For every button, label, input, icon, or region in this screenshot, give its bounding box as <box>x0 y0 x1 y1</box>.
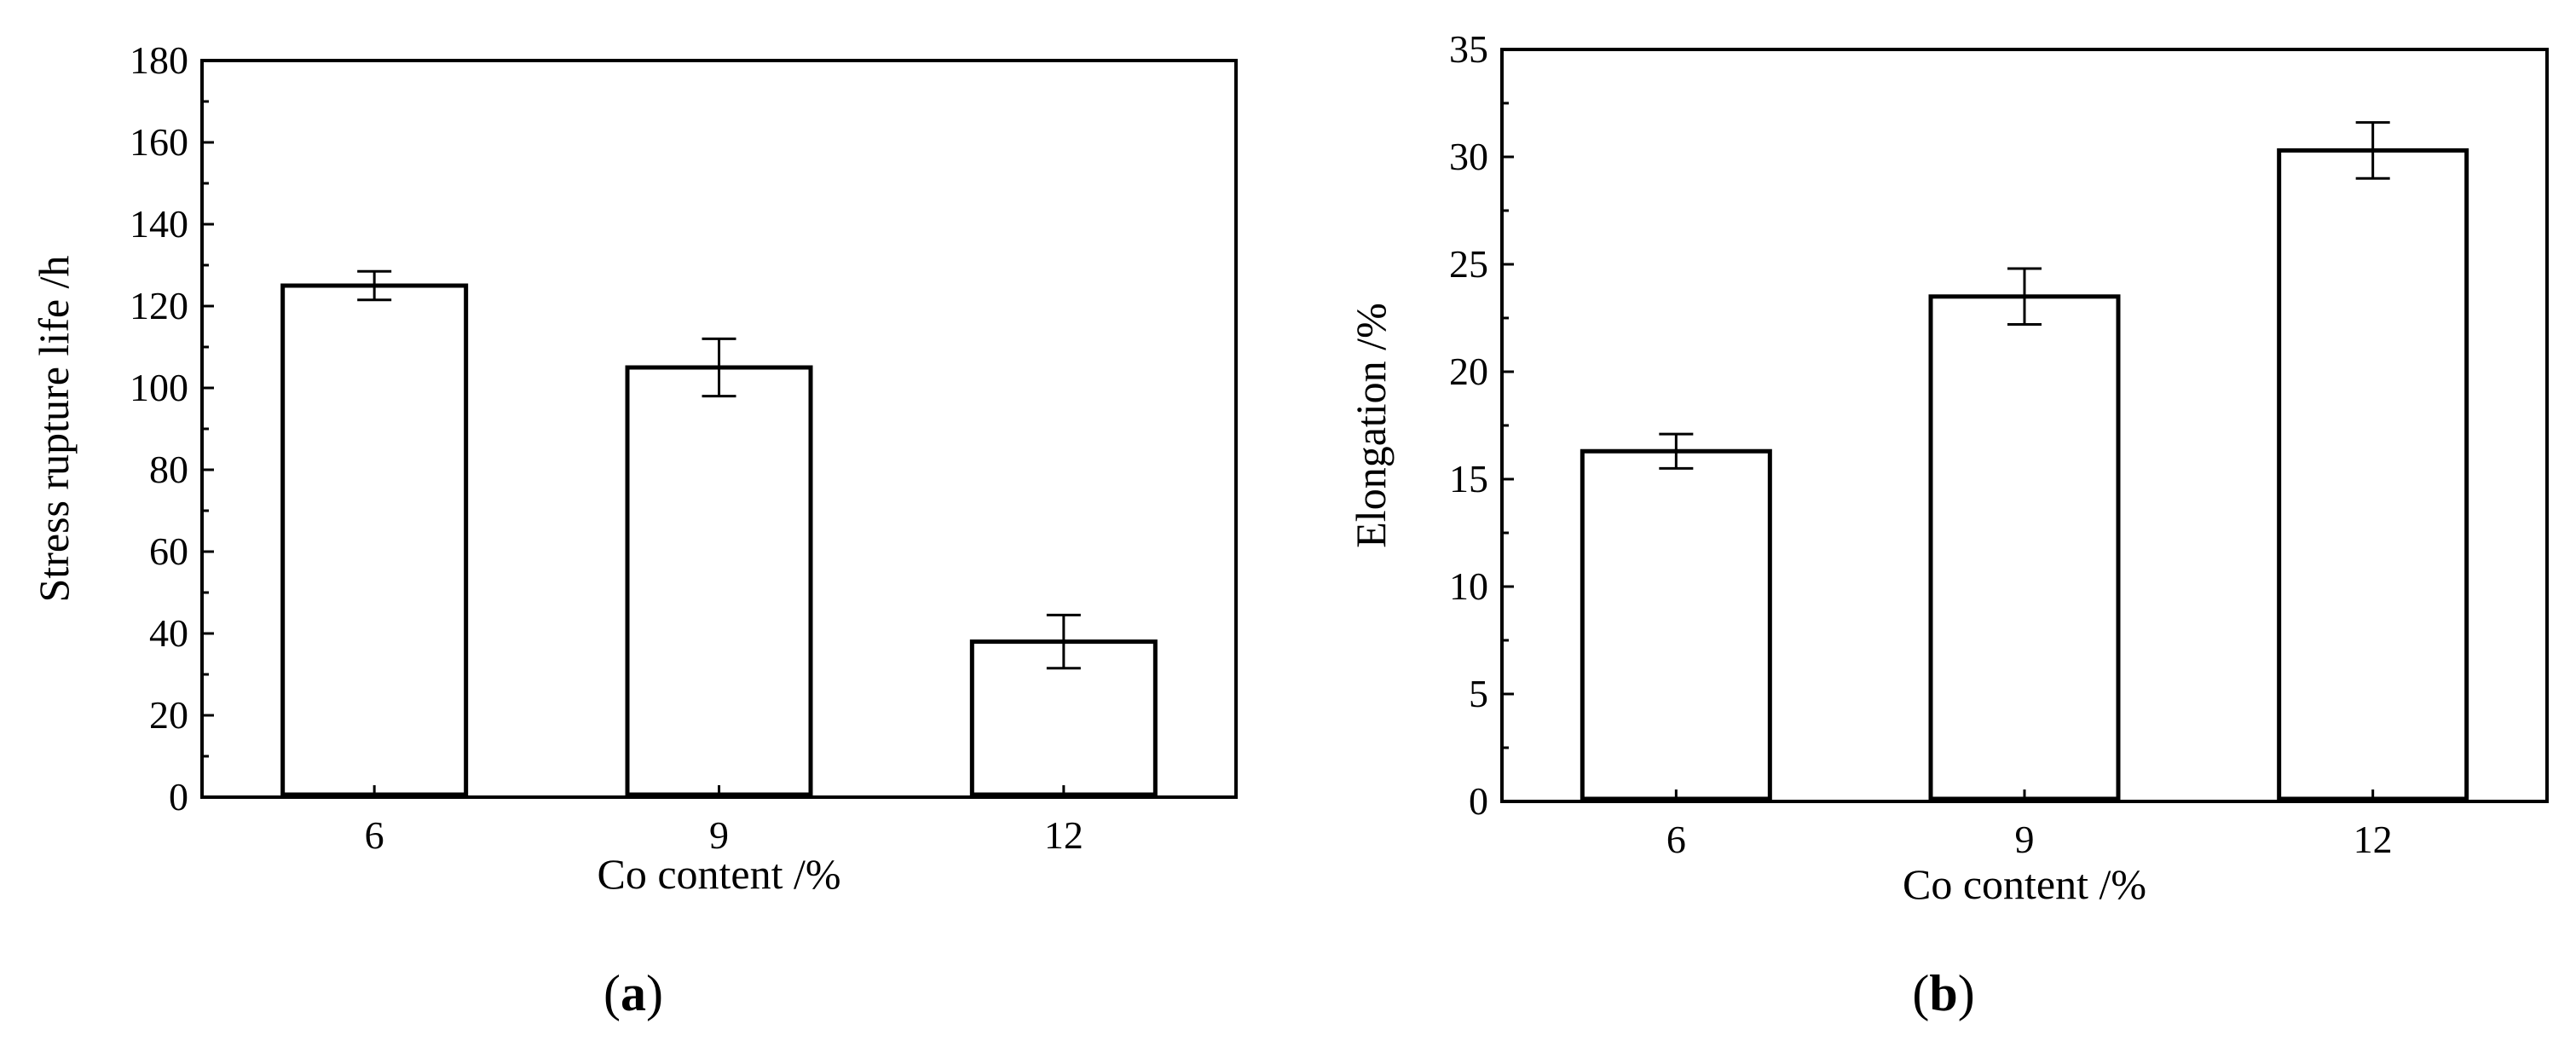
error-bar-9 <box>702 337 736 398</box>
panel-label-letter: a <box>621 965 646 1021</box>
chart-a: 0 20 40 60 80 100 120 140 160 180 6 9 12 Co content /… <box>30 38 1238 1021</box>
y-tick-label: 20 <box>1449 350 1488 393</box>
error-bar-6 <box>357 269 392 302</box>
panel-label: (a) <box>604 965 663 1021</box>
x-axis-label: Co content /% <box>1903 860 2146 908</box>
y-tick-label: 140 <box>130 202 188 246</box>
error-bar-6 <box>1659 432 1694 470</box>
panel-label-letter: b <box>1929 965 1957 1021</box>
y-tick-label: 160 <box>130 120 188 164</box>
y-tick-label: 10 <box>1449 564 1488 608</box>
chart-b: 0 5 10 15 20 25 30 35 6 9 12 Co content /% Elongatio… <box>1347 27 2549 1021</box>
y-axis-label: Stress rupture life /h <box>30 256 78 603</box>
error-bar-9 <box>2007 267 2042 327</box>
y-tick-label: 25 <box>1449 242 1488 286</box>
y-tick-label: 40 <box>149 611 188 655</box>
x-tick-label: 9 <box>2015 818 2035 861</box>
x-tick-label: 6 <box>365 813 384 857</box>
y-tick-label: 5 <box>1469 672 1488 715</box>
y-tick-label: 60 <box>149 529 188 573</box>
panel-label: (b) <box>1912 965 1974 1021</box>
bar-6 <box>1580 448 1772 801</box>
error-bar-12 <box>1046 613 1081 670</box>
y-tick-label: 30 <box>1449 135 1488 178</box>
y-tick-label: 20 <box>149 693 188 737</box>
y-tick-label: 15 <box>1449 457 1488 500</box>
y-tick-label: 35 <box>1449 27 1488 71</box>
y-tick-label: 0 <box>1469 779 1488 823</box>
x-tick-label: 12 <box>1044 813 1083 857</box>
x-tick-label: 6 <box>1666 818 1686 861</box>
x-tick-label: 9 <box>709 813 729 857</box>
y-axis-label: Elongation /% <box>1347 303 1395 547</box>
bar-9 <box>625 365 813 797</box>
y-tick-label: 180 <box>130 38 188 82</box>
y-tick-label: 80 <box>149 448 188 491</box>
error-bar-12 <box>2355 121 2390 180</box>
bar-6 <box>280 283 469 797</box>
y-tick-label: 120 <box>130 284 188 327</box>
x-axis-label: Co content /% <box>597 850 840 898</box>
y-tick-label: 0 <box>169 775 188 818</box>
x-tick-label: 12 <box>2354 818 2393 861</box>
bar-12 <box>2277 147 2469 801</box>
y-tick-label: 100 <box>130 366 188 409</box>
bar-9 <box>1928 294 2121 801</box>
